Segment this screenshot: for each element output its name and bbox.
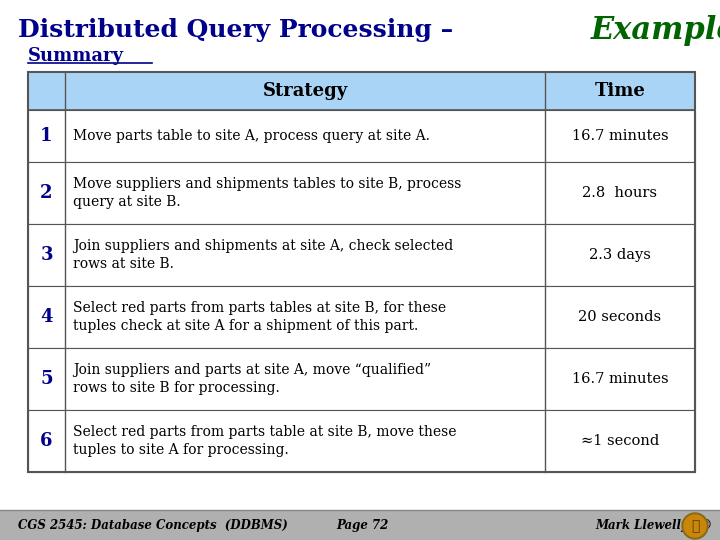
- Text: Join suppliers and shipments at site A, check selected
rows at site B.: Join suppliers and shipments at site A, …: [73, 239, 454, 271]
- Bar: [28, 410, 695, 472]
- Bar: [28, 72, 695, 472]
- Bar: [28, 224, 695, 286]
- Bar: [28, 72, 695, 110]
- Text: 4: 4: [40, 308, 53, 326]
- Text: Summary: Summary: [28, 47, 124, 65]
- Bar: [28, 286, 695, 348]
- Text: Page 72: Page 72: [336, 518, 388, 531]
- Bar: [28, 162, 695, 224]
- Text: Move suppliers and shipments tables to site B, process
query at site B.: Move suppliers and shipments tables to s…: [73, 177, 462, 209]
- Circle shape: [684, 515, 706, 537]
- Text: 2: 2: [40, 184, 53, 202]
- Text: 1: 1: [40, 127, 53, 145]
- Text: Select red parts from parts table at site B, move these
tuples to site A for pro: Select red parts from parts table at sit…: [73, 425, 456, 457]
- Text: Strategy: Strategy: [262, 82, 348, 100]
- Text: 16.7 minutes: 16.7 minutes: [572, 372, 668, 386]
- Text: Select red parts from parts tables at site B, for these
tuples check at site A f: Select red parts from parts tables at si…: [73, 301, 446, 333]
- Text: 5: 5: [40, 370, 53, 388]
- Text: 2.8  hours: 2.8 hours: [582, 186, 657, 200]
- Text: ≈1 second: ≈1 second: [581, 434, 659, 448]
- Text: Join suppliers and parts at site A, move “qualified”
rows to site B for processi: Join suppliers and parts at site A, move…: [73, 363, 431, 395]
- Circle shape: [682, 513, 708, 539]
- Text: CGS 2545: Database Concepts  (DDBMS): CGS 2545: Database Concepts (DDBMS): [18, 518, 288, 531]
- Text: 2.3 days: 2.3 days: [589, 248, 651, 262]
- Text: Mark Llewellyn ©: Mark Llewellyn ©: [595, 518, 712, 531]
- Bar: [28, 110, 695, 162]
- Text: 3: 3: [40, 246, 53, 264]
- Text: Time: Time: [595, 82, 645, 100]
- Bar: [0, 510, 720, 540]
- Text: Distributed Query Processing –: Distributed Query Processing –: [18, 18, 462, 42]
- Text: 16.7 minutes: 16.7 minutes: [572, 129, 668, 143]
- Text: 6: 6: [40, 432, 53, 450]
- Text: Move parts table to site A, process query at site A.: Move parts table to site A, process quer…: [73, 129, 430, 143]
- Text: 🦅: 🦅: [690, 519, 699, 533]
- Bar: [28, 348, 695, 410]
- Text: Example: Example: [591, 15, 720, 45]
- Text: 20 seconds: 20 seconds: [578, 310, 662, 324]
